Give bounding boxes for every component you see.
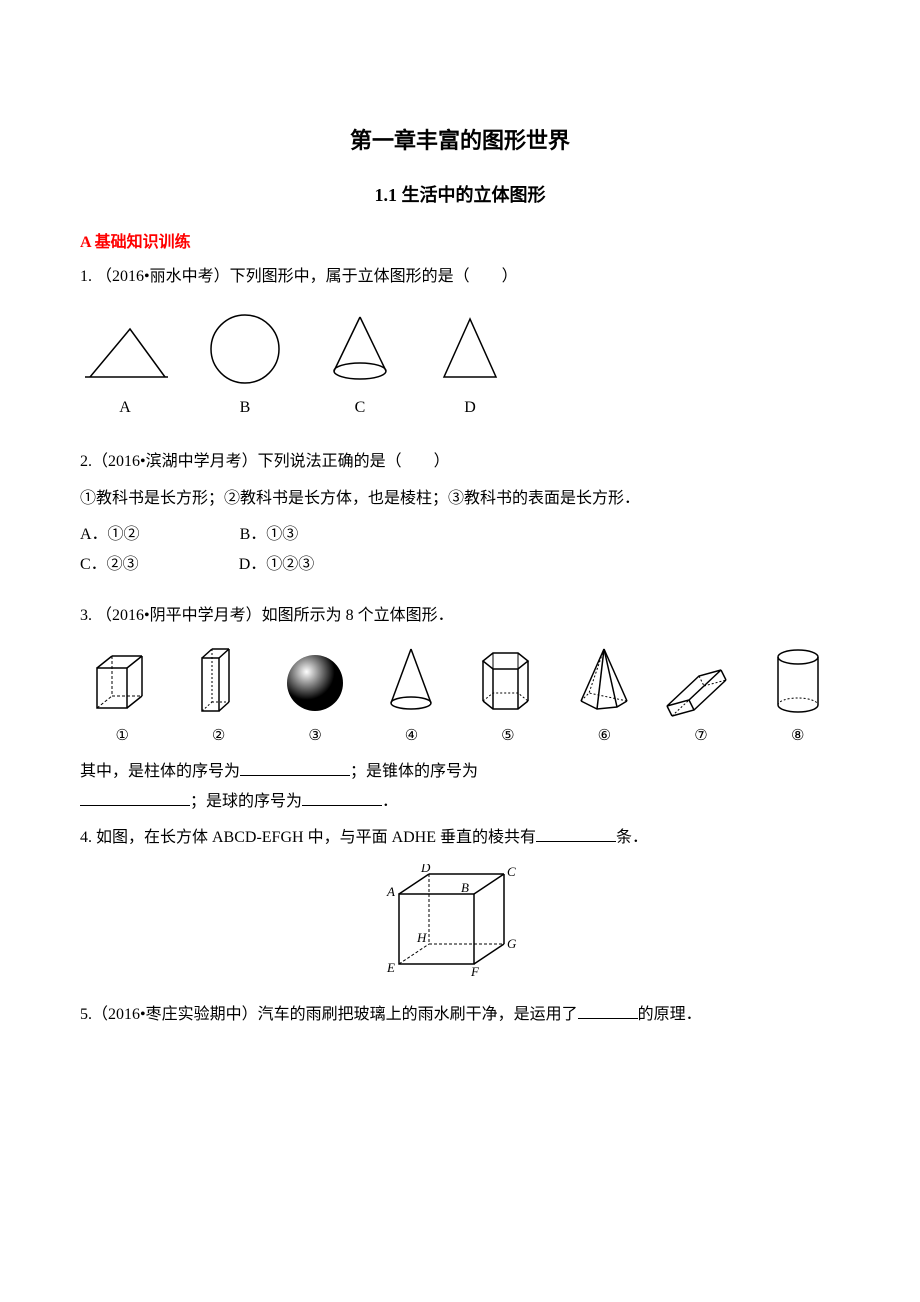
solid-label-5: ⑤	[466, 722, 550, 751]
q2-options-row2: C．②③ D．①②③	[80, 550, 840, 580]
q3-fill2-pre: ；是球的序号为	[190, 793, 302, 810]
q1-figure-b: B	[200, 309, 290, 423]
q5-pre: 5.（2016•枣庄实验期中）汽车的雨刷把玻璃上的雨水刷干净，是运用了	[80, 1006, 578, 1023]
cone-solid-icon	[381, 643, 441, 718]
solid-8: ⑧	[756, 643, 840, 751]
q1-label-b: B	[200, 393, 290, 423]
solid-5: ⑤	[466, 643, 550, 751]
q4-figure: D C A B H G E F	[88, 864, 840, 984]
question-5: 5.（2016•枣庄实验期中）汽车的雨刷把玻璃上的雨水刷干净，是运用了 的原理．	[80, 1000, 840, 1030]
question-4: 4. 如图，在长方体 ABCD-EFGH 中，与平面 ADHE 垂直的棱共有 条．	[80, 823, 840, 853]
q1-label-d: D	[430, 393, 510, 423]
sphere-icon	[280, 648, 350, 718]
q4-pre: 4. 如图，在长方体 ABCD-EFGH 中，与平面 ADHE 垂直的棱共有	[80, 829, 536, 846]
vertex-c: C	[507, 864, 516, 879]
pyramid-icon	[569, 643, 639, 718]
chapter-title: 第一章丰富的图形世界	[80, 120, 840, 162]
solid-4: ④	[369, 643, 453, 751]
q3-fill: 其中，是柱体的序号为 ；是锥体的序号为 ；是球的序号为 ．	[80, 757, 840, 818]
q3-fill2-suf: ．	[382, 793, 398, 810]
solid-label-4: ④	[369, 722, 453, 751]
cuboid-labeled-icon: D C A B H G E F	[379, 864, 549, 984]
q3-solids: ① ② ③	[80, 643, 840, 751]
q2-statements: ①教科书是长方形；②教科书是长方体，也是棱柱；③教科书的表面是长方形．	[80, 484, 840, 514]
circle-icon	[200, 309, 290, 389]
q1-figures: A B C D	[80, 309, 840, 423]
question-2: 2.（2016•滨湖中学月考）下列说法正确的是（ ）	[80, 447, 840, 477]
q4-suf: 条．	[616, 829, 648, 846]
q1-figure-c: C	[320, 309, 400, 423]
q1-label-c: C	[320, 393, 400, 423]
q2-option-c: C．②③	[80, 550, 139, 580]
solid-label-7: ⑦	[659, 722, 744, 751]
q3-fill1-mid: ；是锥体的序号为	[350, 763, 478, 780]
solid-7: ⑦	[659, 658, 744, 751]
hex-prism-icon	[473, 643, 543, 718]
q2-option-d: D．①②③	[239, 550, 315, 580]
vertex-a: A	[386, 884, 395, 899]
oblique-prism-icon	[659, 658, 744, 718]
section-subtitle: 1.1 生活中的立体图形	[80, 178, 840, 212]
solid-2: ②	[176, 643, 260, 751]
cylinder-icon	[768, 643, 828, 718]
q1-label-a: A	[80, 393, 170, 423]
blank-1	[240, 760, 350, 776]
q1-figure-d: D	[430, 309, 510, 423]
section-a-header: A 基础知识训练	[80, 228, 840, 258]
solid-6: ⑥	[562, 643, 646, 751]
cuboid-icon	[194, 643, 244, 718]
question-1: 1. （2016•丽水中考）下列图形中，属于立体图形的是（ ）	[80, 262, 840, 292]
vertex-d: D	[420, 864, 431, 875]
solid-label-2: ②	[176, 722, 260, 751]
q3-fill1-pre: 其中，是柱体的序号为	[80, 763, 240, 780]
triangle-outline-icon	[430, 309, 510, 389]
q2-options-row1: A．①② B．①③	[80, 520, 840, 550]
q1-figure-a: A	[80, 319, 170, 423]
solid-3: ③	[273, 648, 357, 751]
question-3: 3. （2016•阴平中学月考）如图所示为 8 个立体图形．	[80, 601, 840, 631]
cube-icon	[87, 648, 157, 718]
solid-1: ①	[80, 648, 164, 751]
vertex-b: B	[461, 880, 469, 895]
vertex-f: F	[470, 964, 480, 979]
triangle-icon	[80, 319, 170, 389]
blank-3	[302, 790, 382, 806]
solid-label-3: ③	[273, 722, 357, 751]
solid-label-8: ⑧	[756, 722, 840, 751]
q5-suf: 的原理．	[638, 1006, 702, 1023]
vertex-e: E	[386, 960, 395, 975]
vertex-h: H	[416, 930, 427, 945]
q2-option-a: A．①②	[80, 520, 140, 550]
solid-label-6: ⑥	[562, 722, 646, 751]
blank-4	[536, 826, 616, 842]
cone-icon	[320, 309, 400, 389]
vertex-g: G	[507, 936, 517, 951]
q2-option-b: B．①③	[240, 520, 299, 550]
blank-2	[80, 790, 190, 806]
solid-label-1: ①	[80, 722, 164, 751]
blank-5	[578, 1003, 638, 1019]
